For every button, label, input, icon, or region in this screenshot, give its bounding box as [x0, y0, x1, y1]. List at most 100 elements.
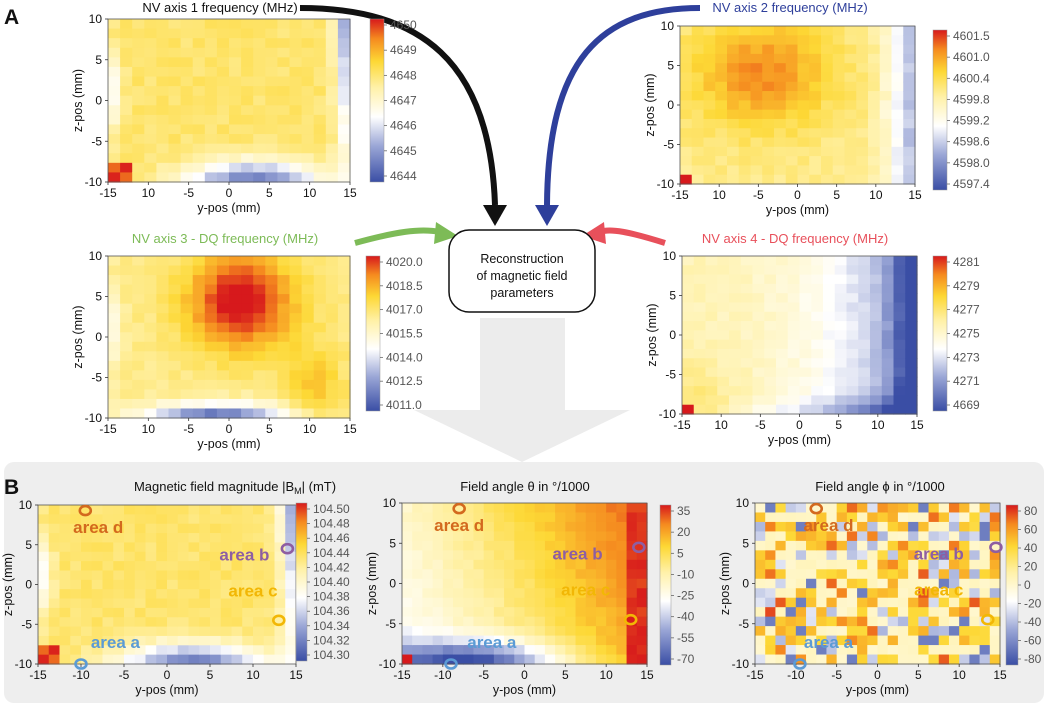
nv4-cell — [740, 274, 754, 285]
nv2-cell — [891, 35, 904, 46]
theta-cell — [463, 588, 475, 599]
nv2-cell — [797, 53, 810, 64]
phi-cell — [897, 635, 909, 646]
theta-cell — [636, 645, 648, 656]
bmag-cell — [81, 514, 93, 525]
phi-cell — [877, 597, 889, 608]
bmag-cell — [59, 598, 71, 609]
theta-cell — [565, 559, 577, 570]
phi-cell — [785, 645, 797, 656]
nv2-y-tick-label: -10 — [657, 177, 675, 191]
nv2-cell — [727, 128, 740, 139]
nv1-cell — [108, 47, 121, 58]
nv4-cell — [893, 256, 906, 266]
nv2-cell — [797, 35, 810, 46]
theta-cell — [402, 521, 413, 533]
nv3-cell — [301, 389, 315, 400]
bmag-cell — [177, 551, 190, 562]
nv1-cell — [204, 86, 218, 97]
bmag-cell — [70, 626, 82, 637]
theta-cell — [514, 521, 526, 533]
phi-cell — [897, 550, 909, 561]
nv4-cell — [893, 395, 906, 406]
nv3-cell — [229, 379, 242, 391]
bmag-cell — [274, 645, 286, 656]
nv1-cell — [337, 172, 351, 183]
nv2-cell — [797, 174, 810, 185]
theta-cell — [463, 503, 475, 514]
theta-cell — [422, 559, 434, 570]
panel-label-a: A — [4, 6, 19, 29]
nv2-cell — [844, 91, 857, 101]
nv2-cell — [868, 91, 881, 101]
nv2-cell — [785, 35, 799, 46]
nv2-cell — [832, 26, 846, 36]
nv2-cell — [715, 35, 728, 46]
theta-cell — [463, 531, 475, 542]
nv1-cell — [253, 105, 266, 116]
bmag-cell — [70, 607, 82, 618]
nv4-cell — [776, 311, 789, 322]
nv4-cell — [787, 367, 801, 378]
nv2-cell — [903, 146, 916, 157]
phi-cell — [979, 569, 991, 580]
theta-cell — [473, 540, 485, 551]
nv2-cell — [738, 44, 752, 55]
phi-cell — [816, 512, 828, 523]
nv1-cell — [301, 162, 315, 174]
phi-heatmap-cells — [755, 503, 1001, 665]
nv1-cell — [168, 105, 182, 116]
phi-cell — [836, 597, 848, 608]
theta-cell — [524, 569, 536, 580]
nv1-cell — [168, 76, 182, 87]
nv2-cell — [903, 109, 916, 120]
nv3-cell — [241, 389, 254, 400]
nv3-cell — [204, 408, 218, 419]
phi-cell — [948, 521, 960, 533]
nv2-cell — [879, 100, 893, 111]
nv1-cell — [180, 105, 194, 116]
nv2-cell — [750, 146, 763, 157]
theta-cell — [565, 588, 577, 599]
phi-cell — [948, 626, 960, 637]
bmag-cell — [70, 561, 82, 572]
nv2-cell — [774, 165, 787, 176]
theta-cell — [402, 503, 413, 514]
nv2-cell — [844, 118, 857, 129]
phi-cell — [846, 531, 858, 542]
nv2-cell — [821, 53, 834, 64]
nv4-cell — [799, 404, 812, 415]
nv2-cell — [680, 53, 693, 64]
nv1-cell — [229, 143, 242, 154]
bmag-cell — [102, 645, 114, 656]
bmag-cell — [263, 617, 276, 628]
theta-cell — [524, 578, 536, 589]
bmag-cell — [188, 645, 200, 656]
theta-cell — [453, 503, 464, 514]
bmag-cell — [177, 533, 190, 544]
bmag-cell — [285, 551, 297, 562]
phi-cell — [846, 626, 858, 637]
phi-x-tick-label: 0 — [874, 668, 881, 682]
nv2-cell — [821, 146, 834, 157]
nv3-cell — [192, 284, 206, 295]
nv2-y-tick-label: 0 — [667, 98, 674, 112]
chart-nv4: NV axis 4 - DQ frequency (MHz)-15 10 -5 0 5 1… — [645, 231, 980, 447]
bmag-cell — [156, 617, 168, 628]
nv2-title: NV axis 2 frequency (MHz) — [712, 0, 867, 15]
phi-cell — [969, 531, 981, 542]
nv4-cell — [799, 376, 812, 387]
phi-cell — [826, 578, 838, 589]
phi-cell — [857, 597, 868, 608]
nv3-cell — [301, 294, 315, 305]
theta-cell — [626, 512, 638, 523]
theta-cell — [616, 607, 628, 618]
bmag-colorbar-tick-label: 104.34 — [313, 619, 350, 633]
theta-cell — [534, 531, 546, 542]
bmag-cell — [48, 570, 61, 581]
nv4-cell — [693, 339, 707, 350]
nv4-cell — [764, 339, 777, 350]
nv2-cell — [715, 72, 728, 83]
bmag-cell — [210, 654, 222, 665]
bmag-cell — [253, 598, 265, 609]
